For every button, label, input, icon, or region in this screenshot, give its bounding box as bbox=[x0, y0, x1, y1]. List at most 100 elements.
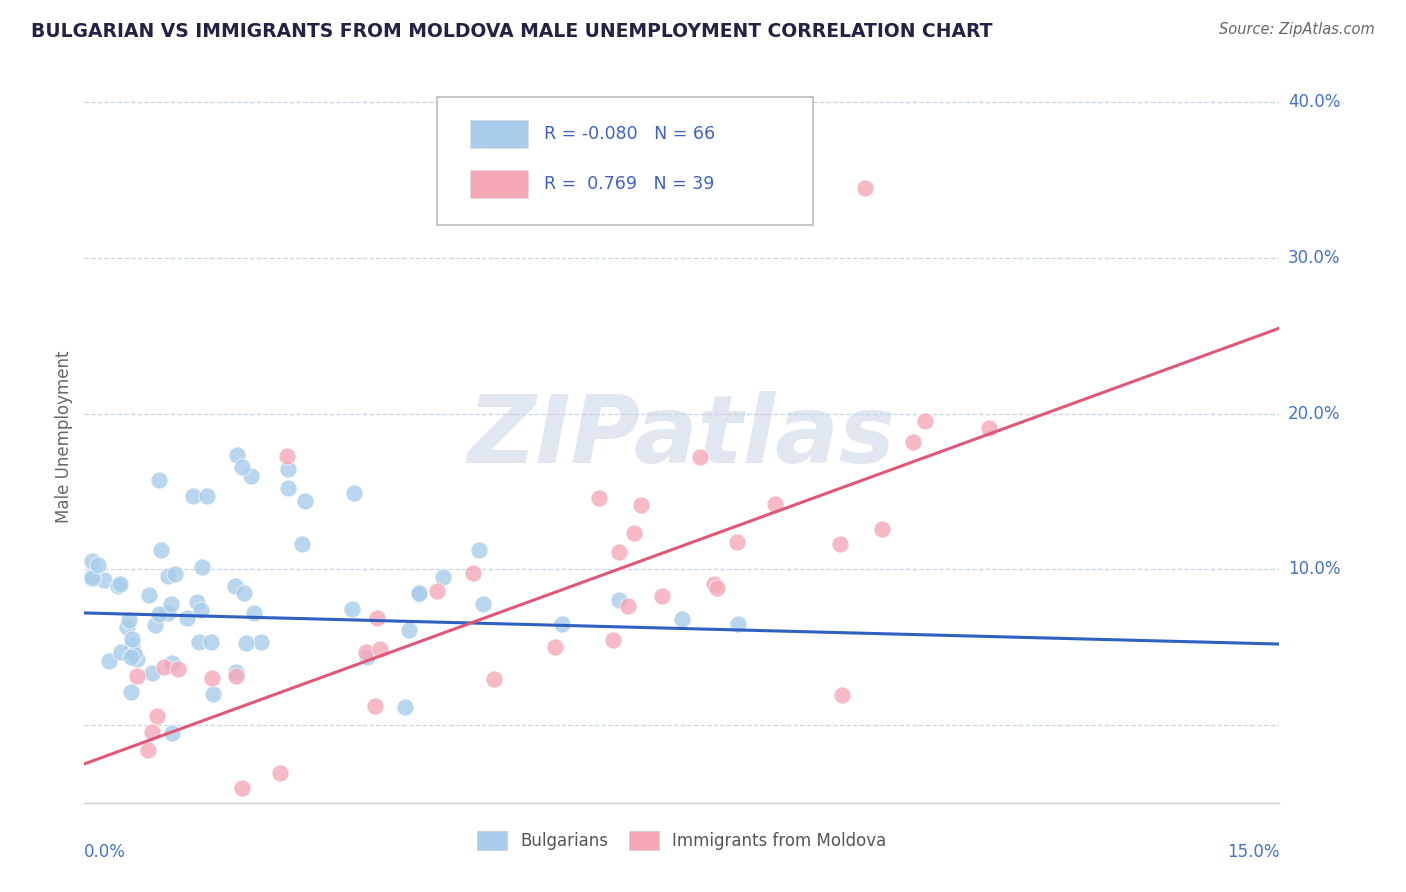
Point bbox=[294, 493, 316, 508]
Point bbox=[356, 645, 378, 659]
Point bbox=[763, 496, 786, 510]
Point bbox=[122, 646, 145, 660]
Point bbox=[226, 448, 249, 462]
Bar bbox=[471, 120, 527, 148]
Point bbox=[544, 640, 567, 655]
Text: 0.0%: 0.0% bbox=[84, 843, 127, 861]
Point bbox=[471, 597, 494, 611]
Point bbox=[117, 620, 139, 634]
Point bbox=[242, 607, 264, 621]
Point bbox=[188, 635, 211, 649]
Point bbox=[200, 635, 222, 649]
Point bbox=[239, 811, 262, 825]
Point bbox=[121, 639, 143, 653]
Point bbox=[148, 473, 170, 487]
Point bbox=[342, 602, 364, 616]
Point bbox=[141, 724, 163, 739]
Point bbox=[727, 616, 749, 631]
Point bbox=[398, 623, 420, 637]
Point bbox=[853, 181, 876, 195]
Text: R =  0.769   N = 39: R = 0.769 N = 39 bbox=[544, 175, 714, 193]
Point bbox=[225, 665, 247, 680]
Point bbox=[97, 654, 120, 668]
Point bbox=[160, 598, 183, 612]
Text: BULGARIAN VS IMMIGRANTS FROM MOLDOVA MALE UNEMPLOYMENT CORRELATION CHART: BULGARIAN VS IMMIGRANTS FROM MOLDOVA MAL… bbox=[31, 22, 993, 41]
Point bbox=[671, 612, 693, 626]
Text: 10.0%: 10.0% bbox=[1288, 560, 1340, 578]
Point bbox=[250, 635, 273, 649]
Text: ZIPatlas: ZIPatlas bbox=[468, 391, 896, 483]
Point bbox=[408, 587, 430, 601]
Point bbox=[165, 566, 187, 581]
Point bbox=[602, 633, 624, 648]
Point bbox=[201, 687, 224, 701]
Point bbox=[291, 537, 314, 551]
Point bbox=[630, 498, 652, 512]
Bar bbox=[471, 170, 527, 198]
Point bbox=[82, 571, 104, 585]
Text: R = -0.080   N = 66: R = -0.080 N = 66 bbox=[544, 125, 716, 144]
Point bbox=[277, 461, 299, 475]
Point bbox=[482, 672, 505, 686]
Point bbox=[120, 684, 142, 698]
Y-axis label: Male Unemployment: Male Unemployment bbox=[55, 351, 73, 524]
Point bbox=[225, 669, 247, 683]
FancyBboxPatch shape bbox=[437, 97, 814, 225]
Point bbox=[121, 632, 143, 647]
Point bbox=[110, 645, 132, 659]
Point bbox=[914, 414, 936, 428]
Text: 40.0%: 40.0% bbox=[1288, 94, 1340, 112]
Point bbox=[408, 585, 430, 599]
Point bbox=[93, 573, 115, 587]
Point bbox=[156, 568, 179, 582]
Point bbox=[160, 656, 183, 670]
Point bbox=[277, 481, 299, 495]
Text: 20.0%: 20.0% bbox=[1288, 405, 1340, 423]
Point bbox=[148, 607, 170, 621]
Point bbox=[176, 611, 198, 625]
Point bbox=[617, 599, 640, 614]
Point bbox=[607, 545, 630, 559]
Point bbox=[651, 589, 673, 603]
Point bbox=[343, 486, 366, 500]
Point bbox=[240, 469, 263, 483]
Point bbox=[82, 569, 104, 583]
Point bbox=[138, 588, 160, 602]
Point bbox=[461, 566, 484, 580]
Legend: Bulgarians, Immigrants from Moldova: Bulgarians, Immigrants from Moldova bbox=[471, 824, 893, 856]
Point bbox=[190, 560, 212, 574]
Point bbox=[156, 606, 179, 620]
Point bbox=[82, 554, 104, 568]
Point bbox=[122, 647, 145, 661]
Point bbox=[181, 489, 204, 503]
Point bbox=[901, 434, 924, 449]
Point bbox=[706, 581, 728, 595]
Point bbox=[224, 579, 246, 593]
Point bbox=[186, 595, 208, 609]
Point bbox=[233, 586, 256, 600]
Point bbox=[160, 725, 183, 739]
Point bbox=[468, 543, 491, 558]
Point bbox=[831, 688, 853, 702]
Point bbox=[623, 526, 645, 541]
Point bbox=[364, 699, 387, 714]
Point bbox=[368, 642, 391, 657]
Point bbox=[394, 699, 416, 714]
Point bbox=[138, 743, 160, 757]
Point bbox=[190, 603, 212, 617]
Point bbox=[231, 459, 253, 474]
Point bbox=[356, 650, 378, 665]
Point bbox=[166, 662, 188, 676]
Text: Source: ZipAtlas.com: Source: ZipAtlas.com bbox=[1219, 22, 1375, 37]
Point bbox=[87, 558, 110, 572]
Text: 15.0%: 15.0% bbox=[1227, 843, 1279, 861]
Text: 30.0%: 30.0% bbox=[1288, 249, 1340, 267]
Point bbox=[195, 489, 218, 503]
Point bbox=[120, 649, 142, 664]
Point bbox=[201, 671, 224, 685]
Point bbox=[426, 583, 449, 598]
Point bbox=[125, 669, 148, 683]
Point bbox=[703, 577, 725, 591]
Point bbox=[235, 635, 257, 649]
Point bbox=[366, 611, 388, 625]
